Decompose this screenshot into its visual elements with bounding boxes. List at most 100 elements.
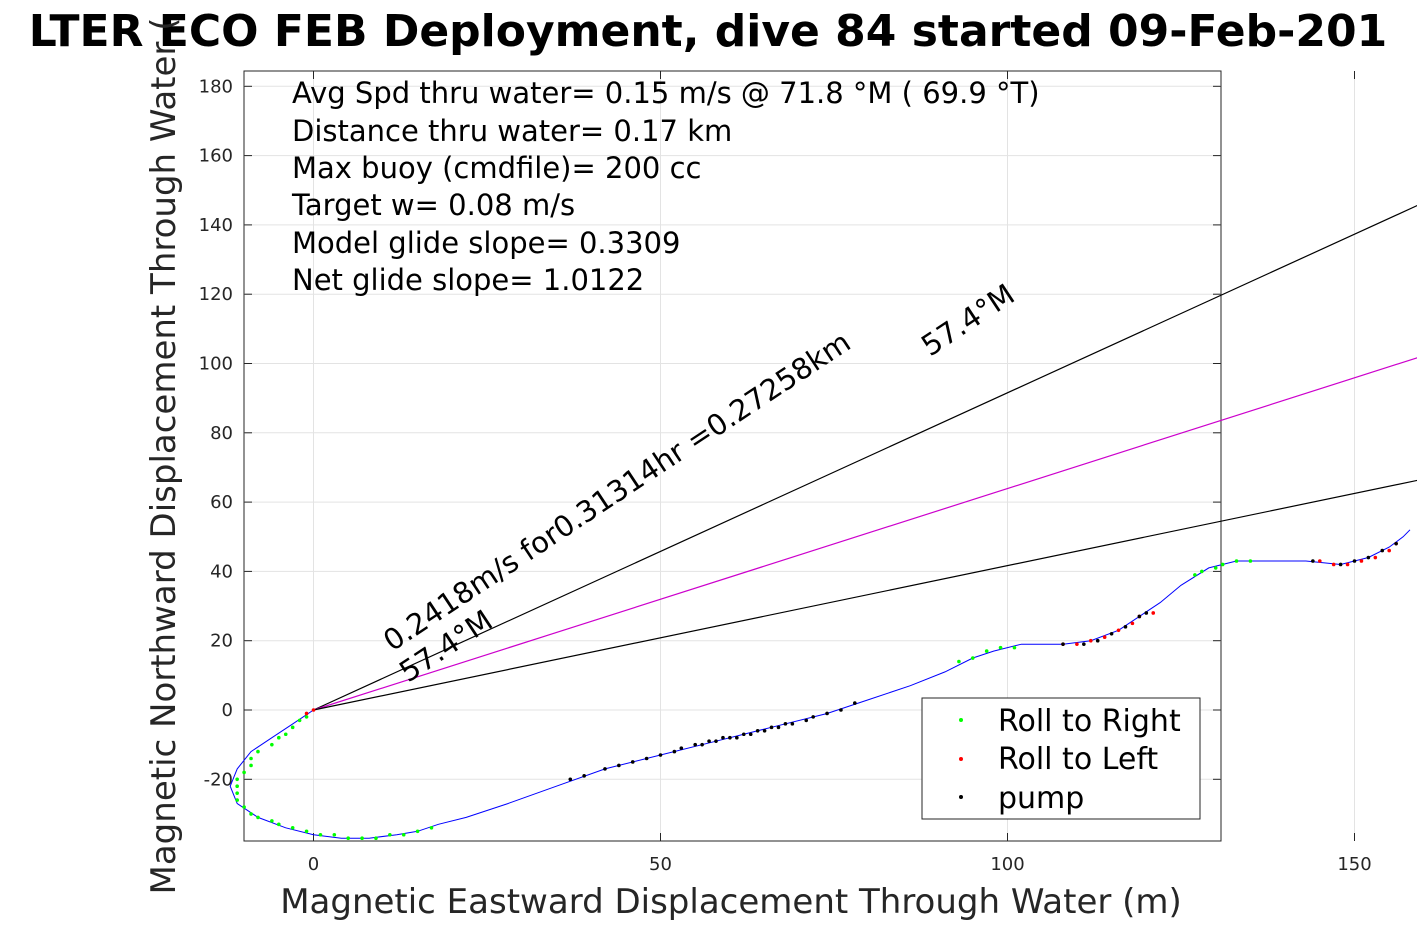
pump-marker [603, 767, 607, 771]
pump-marker [1338, 562, 1343, 567]
x-tick-label: 50 [649, 854, 672, 875]
pump-marker [1380, 548, 1385, 553]
roll-right-marker [290, 725, 295, 730]
pump-marker [1144, 611, 1149, 615]
roll-right-marker [242, 770, 246, 775]
roll-left-marker [1331, 562, 1336, 567]
roll-right-marker [235, 791, 239, 795]
y-tick-label: -20 [204, 769, 233, 790]
roll-right-marker [304, 715, 309, 719]
pump-marker [707, 739, 711, 743]
roll-right-marker [1012, 645, 1017, 650]
pump-marker [735, 735, 739, 740]
y-tick-label: 120 [199, 284, 233, 305]
pump-marker [755, 728, 760, 733]
roll-right-marker [270, 742, 274, 747]
pump-marker [644, 756, 649, 761]
roll-left-marker [1345, 562, 1350, 567]
legend-label-roll-left: Roll to Left [998, 742, 1158, 777]
info-line-net-glide: Net glide slope= 1.0122 [292, 263, 644, 297]
pump-marker [839, 708, 843, 712]
x-axis-label: Magnetic Eastward Displacement Through W… [280, 882, 1182, 922]
roll-right-marker [429, 826, 434, 830]
pump-marker [679, 746, 684, 750]
pump-marker [658, 753, 663, 757]
roll-right-marker [235, 798, 239, 802]
legend-marker-roll-right [959, 718, 963, 722]
roll-right-marker [1193, 573, 1197, 577]
info-line-target-w: Target w= 0.08 m/s [291, 188, 575, 222]
pump-marker [1311, 559, 1315, 563]
pump-marker [804, 718, 809, 723]
info-line-model-glide: Model glide slope= 0.3309 [292, 226, 680, 260]
data-markers [235, 541, 1398, 841]
roll-right-marker [235, 784, 239, 789]
y-tick-label: 20 [210, 631, 233, 652]
legend-marker-roll-left [959, 757, 963, 761]
pump-marker [1095, 638, 1100, 643]
roll-right-marker [957, 659, 961, 664]
roll-left-marker [1116, 628, 1121, 633]
info-text-block: Avg Spd thru water= 0.15 m/s @ 71.8 °M (… [291, 76, 1040, 297]
roll-right-marker [277, 735, 281, 740]
info-line-speed: Avg Spd thru water= 0.15 m/s @ 71.8 °M (… [292, 76, 1040, 110]
roll-right-marker [277, 822, 281, 827]
pump-marker [700, 742, 704, 747]
roll-right-marker [971, 656, 975, 660]
x-tick-label: 100 [990, 854, 1024, 875]
roll-right-marker [242, 805, 246, 809]
pump-marker [1352, 559, 1357, 563]
roll-right-marker [249, 763, 253, 768]
roll-right-marker [1248, 559, 1253, 563]
x-tick-label: 0 [308, 854, 319, 875]
pump-marker [783, 722, 788, 726]
pump-marker [1082, 642, 1086, 646]
x-tick-label: 150 [1337, 854, 1371, 875]
pump-marker [568, 777, 573, 782]
roll-left-marker [1102, 635, 1107, 640]
roll-right-marker [290, 826, 295, 830]
pump-marker [741, 732, 746, 737]
roll-right-marker [1220, 562, 1225, 567]
pump-marker [617, 763, 621, 768]
roll-right-marker [256, 815, 260, 820]
track-line [229, 529, 1411, 839]
roll-left-marker [1151, 611, 1156, 615]
pump-marker [769, 725, 774, 730]
pump-marker [693, 742, 697, 747]
pump-marker [1109, 631, 1114, 636]
pump-marker [811, 715, 815, 719]
roll-left-marker [1387, 548, 1391, 553]
roll-right-marker [249, 812, 253, 816]
roll-right-marker [270, 819, 274, 823]
lower-bound-line [313, 479, 1417, 711]
legend-box [921, 697, 1201, 820]
roll-left-marker [1130, 621, 1135, 626]
roll-left-marker [1359, 559, 1364, 563]
pump-marker [776, 725, 781, 730]
roll-right-marker [235, 777, 239, 782]
roll-right-marker [256, 749, 260, 754]
y-tick-label: 80 [210, 423, 233, 444]
mean-heading-line [313, 357, 1417, 711]
pump-marker [1123, 625, 1128, 629]
pump-marker [825, 711, 829, 716]
pump-marker [1061, 642, 1065, 646]
roll-right-marker [1200, 569, 1204, 574]
y-tick-label: 0 [222, 700, 233, 721]
y-tick-label: 180 [199, 76, 233, 97]
roll-left-marker [1318, 559, 1322, 563]
legend: Roll to Right Roll to Left pump [921, 697, 1201, 820]
pump-marker [1394, 541, 1398, 546]
y-tick-label: 140 [199, 215, 233, 236]
pump-marker [582, 774, 586, 778]
legend-label-pump: pump [998, 781, 1084, 816]
pump-marker [1137, 614, 1142, 619]
roll-left-marker [1373, 555, 1378, 560]
legend-label-roll-right: Roll to Right [998, 704, 1181, 739]
y-tick-label: 160 [199, 146, 233, 167]
roll-right-marker [374, 836, 378, 841]
pump-marker [748, 732, 753, 737]
y-tick-label: 100 [199, 354, 233, 375]
